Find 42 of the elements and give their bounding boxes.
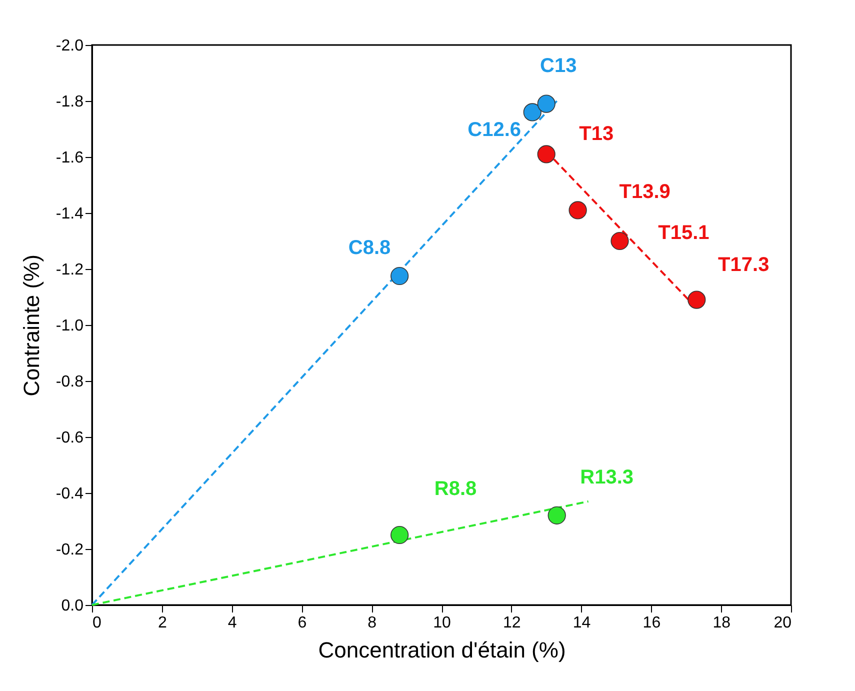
data-label: T13 bbox=[579, 123, 614, 146]
x-tick-label: 12 bbox=[503, 614, 521, 632]
x-tick-label: 18 bbox=[712, 614, 731, 632]
data-label: R8.8 bbox=[434, 478, 477, 500]
y-tick-label: 0.0 bbox=[61, 598, 84, 614]
y-axis-title: Contrainte (%) bbox=[18, 254, 44, 396]
x-tick-label: 10 bbox=[433, 614, 451, 632]
point bbox=[537, 94, 556, 113]
x-tick-label: 4 bbox=[228, 614, 237, 632]
y-tick-label: -1.4 bbox=[56, 206, 84, 222]
y-tick-label: -0.8 bbox=[56, 374, 84, 390]
x-tick-label: 20 bbox=[774, 614, 792, 632]
y-tick-label: -0.4 bbox=[56, 486, 84, 502]
x-tick-label: 8 bbox=[368, 614, 377, 632]
point bbox=[523, 103, 542, 122]
y-tick-label: -0.2 bbox=[56, 542, 84, 558]
x-tick-label: 0 bbox=[92, 614, 102, 632]
point bbox=[610, 232, 629, 250]
data-label: R13.3 bbox=[580, 466, 634, 488]
point bbox=[548, 506, 566, 524]
data-label: T13.9 bbox=[619, 181, 670, 204]
y-tick-label: -1.8 bbox=[56, 94, 84, 110]
point bbox=[390, 526, 409, 544]
data-label: T17.3 bbox=[718, 254, 770, 276]
y-tick-label: -1.6 bbox=[56, 150, 84, 166]
x-tick-label: 16 bbox=[642, 614, 661, 632]
point bbox=[537, 145, 556, 164]
point bbox=[568, 201, 587, 220]
data-label: C13 bbox=[540, 54, 577, 77]
data-label: C8.8 bbox=[348, 237, 391, 259]
point bbox=[390, 266, 409, 286]
point bbox=[688, 290, 706, 309]
x-tick-label: 2 bbox=[158, 614, 167, 632]
y-tick-label: -1.2 bbox=[56, 262, 84, 278]
x-axis-title: Concentration d'étain (%) bbox=[318, 638, 566, 662]
y-tick-label: -2.0 bbox=[56, 38, 84, 54]
data-label: C12.6 bbox=[468, 119, 522, 142]
data-label: T15.1 bbox=[658, 222, 710, 244]
x-tick-label: 6 bbox=[298, 614, 307, 632]
y-tick-label: -0.6 bbox=[56, 430, 84, 446]
y-tick-label: -1.0 bbox=[56, 318, 84, 334]
x-tick-label: 14 bbox=[572, 614, 591, 632]
